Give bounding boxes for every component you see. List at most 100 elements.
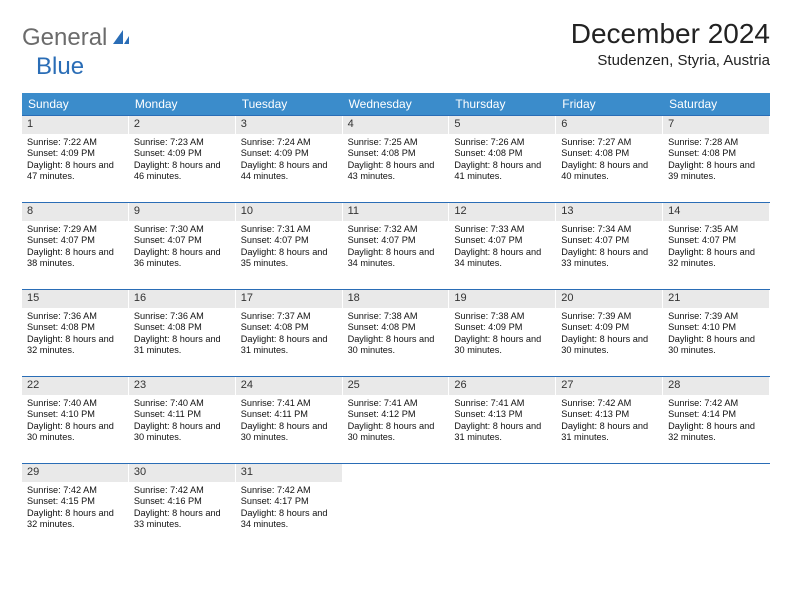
day-body: Sunrise: 7:42 AMSunset: 4:16 PMDaylight:…	[129, 484, 235, 531]
sunset-line: Sunset: 4:07 PM	[134, 235, 230, 247]
day-cell: 21 Sunrise: 7:39 AMSunset: 4:10 PMDayligh…	[663, 290, 770, 376]
day-number: 8	[22, 203, 128, 221]
day-body: Sunrise: 7:41 AMSunset: 4:11 PMDaylight:…	[236, 397, 342, 444]
day-body: Sunrise: 7:23 AMSunset: 4:09 PMDaylight:…	[129, 136, 235, 183]
day-number: 4	[343, 116, 449, 134]
sunset-line: Sunset: 4:08 PM	[561, 148, 657, 160]
day-cell: 25Sunrise: 7:41 AMSunset: 4:12 PMDayligh…	[343, 377, 450, 463]
sunrise-line: Sunrise: 7:39 AM	[668, 311, 764, 323]
day-number: 29	[22, 464, 128, 482]
sunrise-line: Sunrise: 7:39 AM	[561, 311, 657, 323]
daylight-line: Daylight: 8 hours and 30 minutes.	[348, 334, 444, 357]
day-number: 21	[663, 290, 769, 308]
sunrise-line: Sunrise: 7:36 AM	[134, 311, 230, 323]
day-cell: 16 Sunrise: 7:36 AMSunset: 4:08 PMDayligh…	[129, 290, 236, 376]
empty-day-cell	[343, 464, 450, 550]
sunset-line: Sunset: 4:09 PM	[27, 148, 123, 160]
day-number: 16	[129, 290, 235, 308]
daylight-line: Daylight: 8 hours and 32 minutes.	[668, 421, 764, 444]
day-cell: 29Sunrise: 7:42 AMSunset: 4:15 PMDayligh…	[22, 464, 129, 550]
day-body: Sunrise: 7:27 AMSunset: 4:08 PMDaylight:…	[556, 136, 662, 183]
day-cell: 15Sunrise: 7:36 AMSunset: 4:08 PMDayligh…	[22, 290, 129, 376]
weekday-header-cell: Monday	[129, 93, 236, 115]
day-cell: 17Sunrise: 7:37 AMSunset: 4:08 PMDayligh…	[236, 290, 343, 376]
day-cell: 23 Sunrise: 7:40 AMSunset: 4:11 PMDayligh…	[129, 377, 236, 463]
sunrise-line: Sunrise: 7:26 AM	[454, 137, 550, 149]
daylight-line: Daylight: 8 hours and 33 minutes.	[134, 508, 230, 531]
daylight-line: Daylight: 8 hours and 31 minutes.	[241, 334, 337, 357]
day-body: Sunrise: 7:24 AMSunset: 4:09 PMDaylight:…	[236, 136, 342, 183]
day-body: Sunrise: 7:31 AMSunset: 4:07 PMDaylight:…	[236, 223, 342, 270]
day-body: Sunrise: 7:36 AMSunset: 4:08 PMDaylight:…	[129, 310, 235, 357]
day-number: 14	[663, 203, 769, 221]
day-body: Sunrise: 7:39 AMSunset: 4:10 PMDaylight:…	[663, 310, 769, 357]
day-body: Sunrise: 7:42 AMSunset: 4:17 PMDaylight:…	[236, 484, 342, 531]
sunrise-line: Sunrise: 7:41 AM	[241, 398, 337, 410]
day-cell: 28Sunrise: 7:42 AMSunset: 4:14 PMDayligh…	[663, 377, 770, 463]
sunset-line: Sunset: 4:17 PM	[241, 496, 337, 508]
brand-sail-icon	[111, 28, 131, 51]
day-number: 3	[236, 116, 342, 134]
daylight-line: Daylight: 8 hours and 44 minutes.	[241, 160, 337, 183]
sunset-line: Sunset: 4:09 PM	[134, 148, 230, 160]
weekday-header-cell: Friday	[556, 93, 663, 115]
sunrise-line: Sunrise: 7:25 AM	[348, 137, 444, 149]
day-cell: 22Sunrise: 7:40 AMSunset: 4:10 PMDayligh…	[22, 377, 129, 463]
day-cell: 24Sunrise: 7:41 AMSunset: 4:11 PMDayligh…	[236, 377, 343, 463]
daylight-line: Daylight: 8 hours and 46 minutes.	[134, 160, 230, 183]
daylight-line: Daylight: 8 hours and 47 minutes.	[27, 160, 123, 183]
weekday-header-cell: Thursday	[449, 93, 556, 115]
day-cell: 14Sunrise: 7:35 AMSunset: 4:07 PMDayligh…	[663, 203, 770, 289]
day-number: 23	[129, 377, 235, 395]
day-cell: 1 Sunrise: 7:22 AMSunset: 4:09 PMDaylight…	[22, 116, 129, 202]
sunset-line: Sunset: 4:12 PM	[348, 409, 444, 421]
week-row: 1Sunrise: 7:22 AMSunset: 4:09 PMDaylight…	[22, 115, 770, 202]
sunset-line: Sunset: 4:11 PM	[134, 409, 230, 421]
day-cell: 7Sunrise: 7:28 AMSunset: 4:08 PMDaylight…	[663, 116, 770, 202]
day-number: 7	[663, 116, 769, 134]
day-body: Sunrise: 7:22 AMSunset: 4:09 PMDaylight:…	[22, 136, 128, 183]
sunrise-line: Sunrise: 7:35 AM	[668, 224, 764, 236]
daylight-line: Daylight: 8 hours and 36 minutes.	[134, 247, 230, 270]
day-body: Sunrise: 7:38 AMSunset: 4:08 PMDaylight:…	[343, 310, 449, 357]
sunrise-line: Sunrise: 7:40 AM	[27, 398, 123, 410]
day-cell: 26Sunrise: 7:41 AMSunset: 4:13 PMDayligh…	[449, 377, 556, 463]
daylight-line: Daylight: 8 hours and 30 minutes.	[348, 421, 444, 444]
day-number: 5	[449, 116, 555, 134]
sunrise-line: Sunrise: 7:40 AM	[134, 398, 230, 410]
sunset-line: Sunset: 4:11 PM	[241, 409, 337, 421]
daylight-line: Daylight: 8 hours and 30 minutes.	[241, 421, 337, 444]
daylight-line: Daylight: 8 hours and 43 minutes.	[348, 160, 444, 183]
sunrise-line: Sunrise: 7:32 AM	[348, 224, 444, 236]
day-body: Sunrise: 7:34 AMSunset: 4:07 PMDaylight:…	[556, 223, 662, 270]
sunset-line: Sunset: 4:10 PM	[668, 322, 764, 334]
sunset-line: Sunset: 4:07 PM	[454, 235, 550, 247]
sunset-line: Sunset: 4:16 PM	[134, 496, 230, 508]
weekday-header-cell: Wednesday	[343, 93, 450, 115]
day-cell: 6Sunrise: 7:27 AMSunset: 4:08 PMDaylight…	[556, 116, 663, 202]
sunset-line: Sunset: 4:08 PM	[241, 322, 337, 334]
sunrise-line: Sunrise: 7:24 AM	[241, 137, 337, 149]
daylight-line: Daylight: 8 hours and 34 minutes.	[348, 247, 444, 270]
sunrise-line: Sunrise: 7:42 AM	[668, 398, 764, 410]
sunrise-line: Sunrise: 7:22 AM	[27, 137, 123, 149]
day-cell: 9Sunrise: 7:30 AMSunset: 4:07 PMDaylight…	[129, 203, 236, 289]
day-number: 19	[449, 290, 555, 308]
sunset-line: Sunset: 4:07 PM	[27, 235, 123, 247]
day-number: 26	[449, 377, 555, 395]
sunrise-line: Sunrise: 7:42 AM	[561, 398, 657, 410]
day-cell: 12Sunrise: 7:33 AMSunset: 4:07 PMDayligh…	[449, 203, 556, 289]
weeks-container: 1Sunrise: 7:22 AMSunset: 4:09 PMDaylight…	[22, 115, 770, 550]
sunrise-line: Sunrise: 7:36 AM	[27, 311, 123, 323]
day-body: Sunrise: 7:40 AMSunset: 4:11 PMDaylight:…	[129, 397, 235, 444]
day-cell: 30Sunrise: 7:42 AMSunset: 4:16 PMDayligh…	[129, 464, 236, 550]
day-body: Sunrise: 7:42 AMSunset: 4:13 PMDaylight:…	[556, 397, 662, 444]
sunrise-line: Sunrise: 7:34 AM	[561, 224, 657, 236]
brand-text-a: General	[22, 24, 107, 52]
daylight-line: Daylight: 8 hours and 35 minutes.	[241, 247, 337, 270]
day-number: 1	[22, 116, 128, 134]
day-cell: 13Sunrise: 7:34 AMSunset: 4:07 PMDayligh…	[556, 203, 663, 289]
day-body: Sunrise: 7:33 AMSunset: 4:07 PMDaylight:…	[449, 223, 555, 270]
day-number: 2	[129, 116, 235, 134]
day-number: 17	[236, 290, 342, 308]
